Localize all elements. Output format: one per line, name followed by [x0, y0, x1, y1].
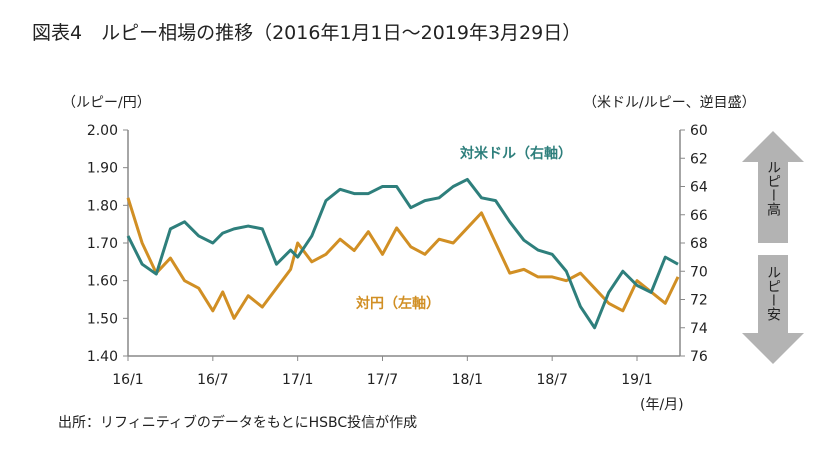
- x-axis-unit: (年/月): [640, 397, 684, 413]
- down-arrow-icon: [742, 255, 804, 364]
- left-tick-label: 1.40: [87, 349, 118, 365]
- up-arrow-label: ルピー高: [765, 160, 781, 216]
- left-tick-label: 1.90: [87, 161, 118, 177]
- right-tick-label: 68: [690, 236, 708, 252]
- down-arrow-label: ルピー安: [765, 265, 781, 321]
- left-tick-label: 1.60: [87, 274, 118, 290]
- x-tick-label: 16/7: [197, 372, 228, 388]
- right-tick-label: 62: [690, 151, 708, 167]
- x-tick-label: 18/7: [536, 372, 567, 388]
- right-tick-label: 72: [690, 293, 708, 309]
- source-note: 出所：リフィニティブのデータをもとにHSBC投信が作成: [58, 415, 418, 431]
- right-tick-label: 66: [690, 208, 708, 224]
- left-axis-label: （ルピー/円）: [62, 95, 151, 111]
- right-tick-label: 74: [690, 321, 708, 337]
- x-tick-label: 19/1: [621, 372, 652, 388]
- x-tick-label: 16/1: [112, 372, 143, 388]
- up-arrow-icon: [742, 131, 804, 243]
- left-tick-label: 1.70: [87, 236, 118, 252]
- left-tick-label: 2.00: [87, 123, 118, 139]
- right-tick-label: 64: [690, 180, 708, 196]
- right-tick-label: 70: [690, 264, 708, 280]
- x-tick-label: 17/7: [367, 372, 398, 388]
- x-tick-label: 17/1: [282, 372, 313, 388]
- left-tick-label: 1.50: [87, 311, 118, 327]
- figure-title: 図表4 ルピー相場の推移（2016年1月1日～2019年3月29日）: [32, 22, 582, 44]
- left-tick-label: 1.80: [87, 198, 118, 214]
- usd-series-line: [126, 177, 679, 330]
- jpy-series-label: 対円（左軸）: [355, 295, 440, 312]
- x-tick-label: 18/1: [452, 372, 483, 388]
- right-tick-label: 60: [690, 123, 708, 139]
- jpy-series-line: [126, 197, 680, 320]
- usd-series-label: 対米ドル（右軸）: [459, 145, 572, 162]
- right-axis-label: （米ドル/ルピー、逆目盛）: [583, 95, 756, 111]
- right-tick-label: 76: [690, 349, 708, 365]
